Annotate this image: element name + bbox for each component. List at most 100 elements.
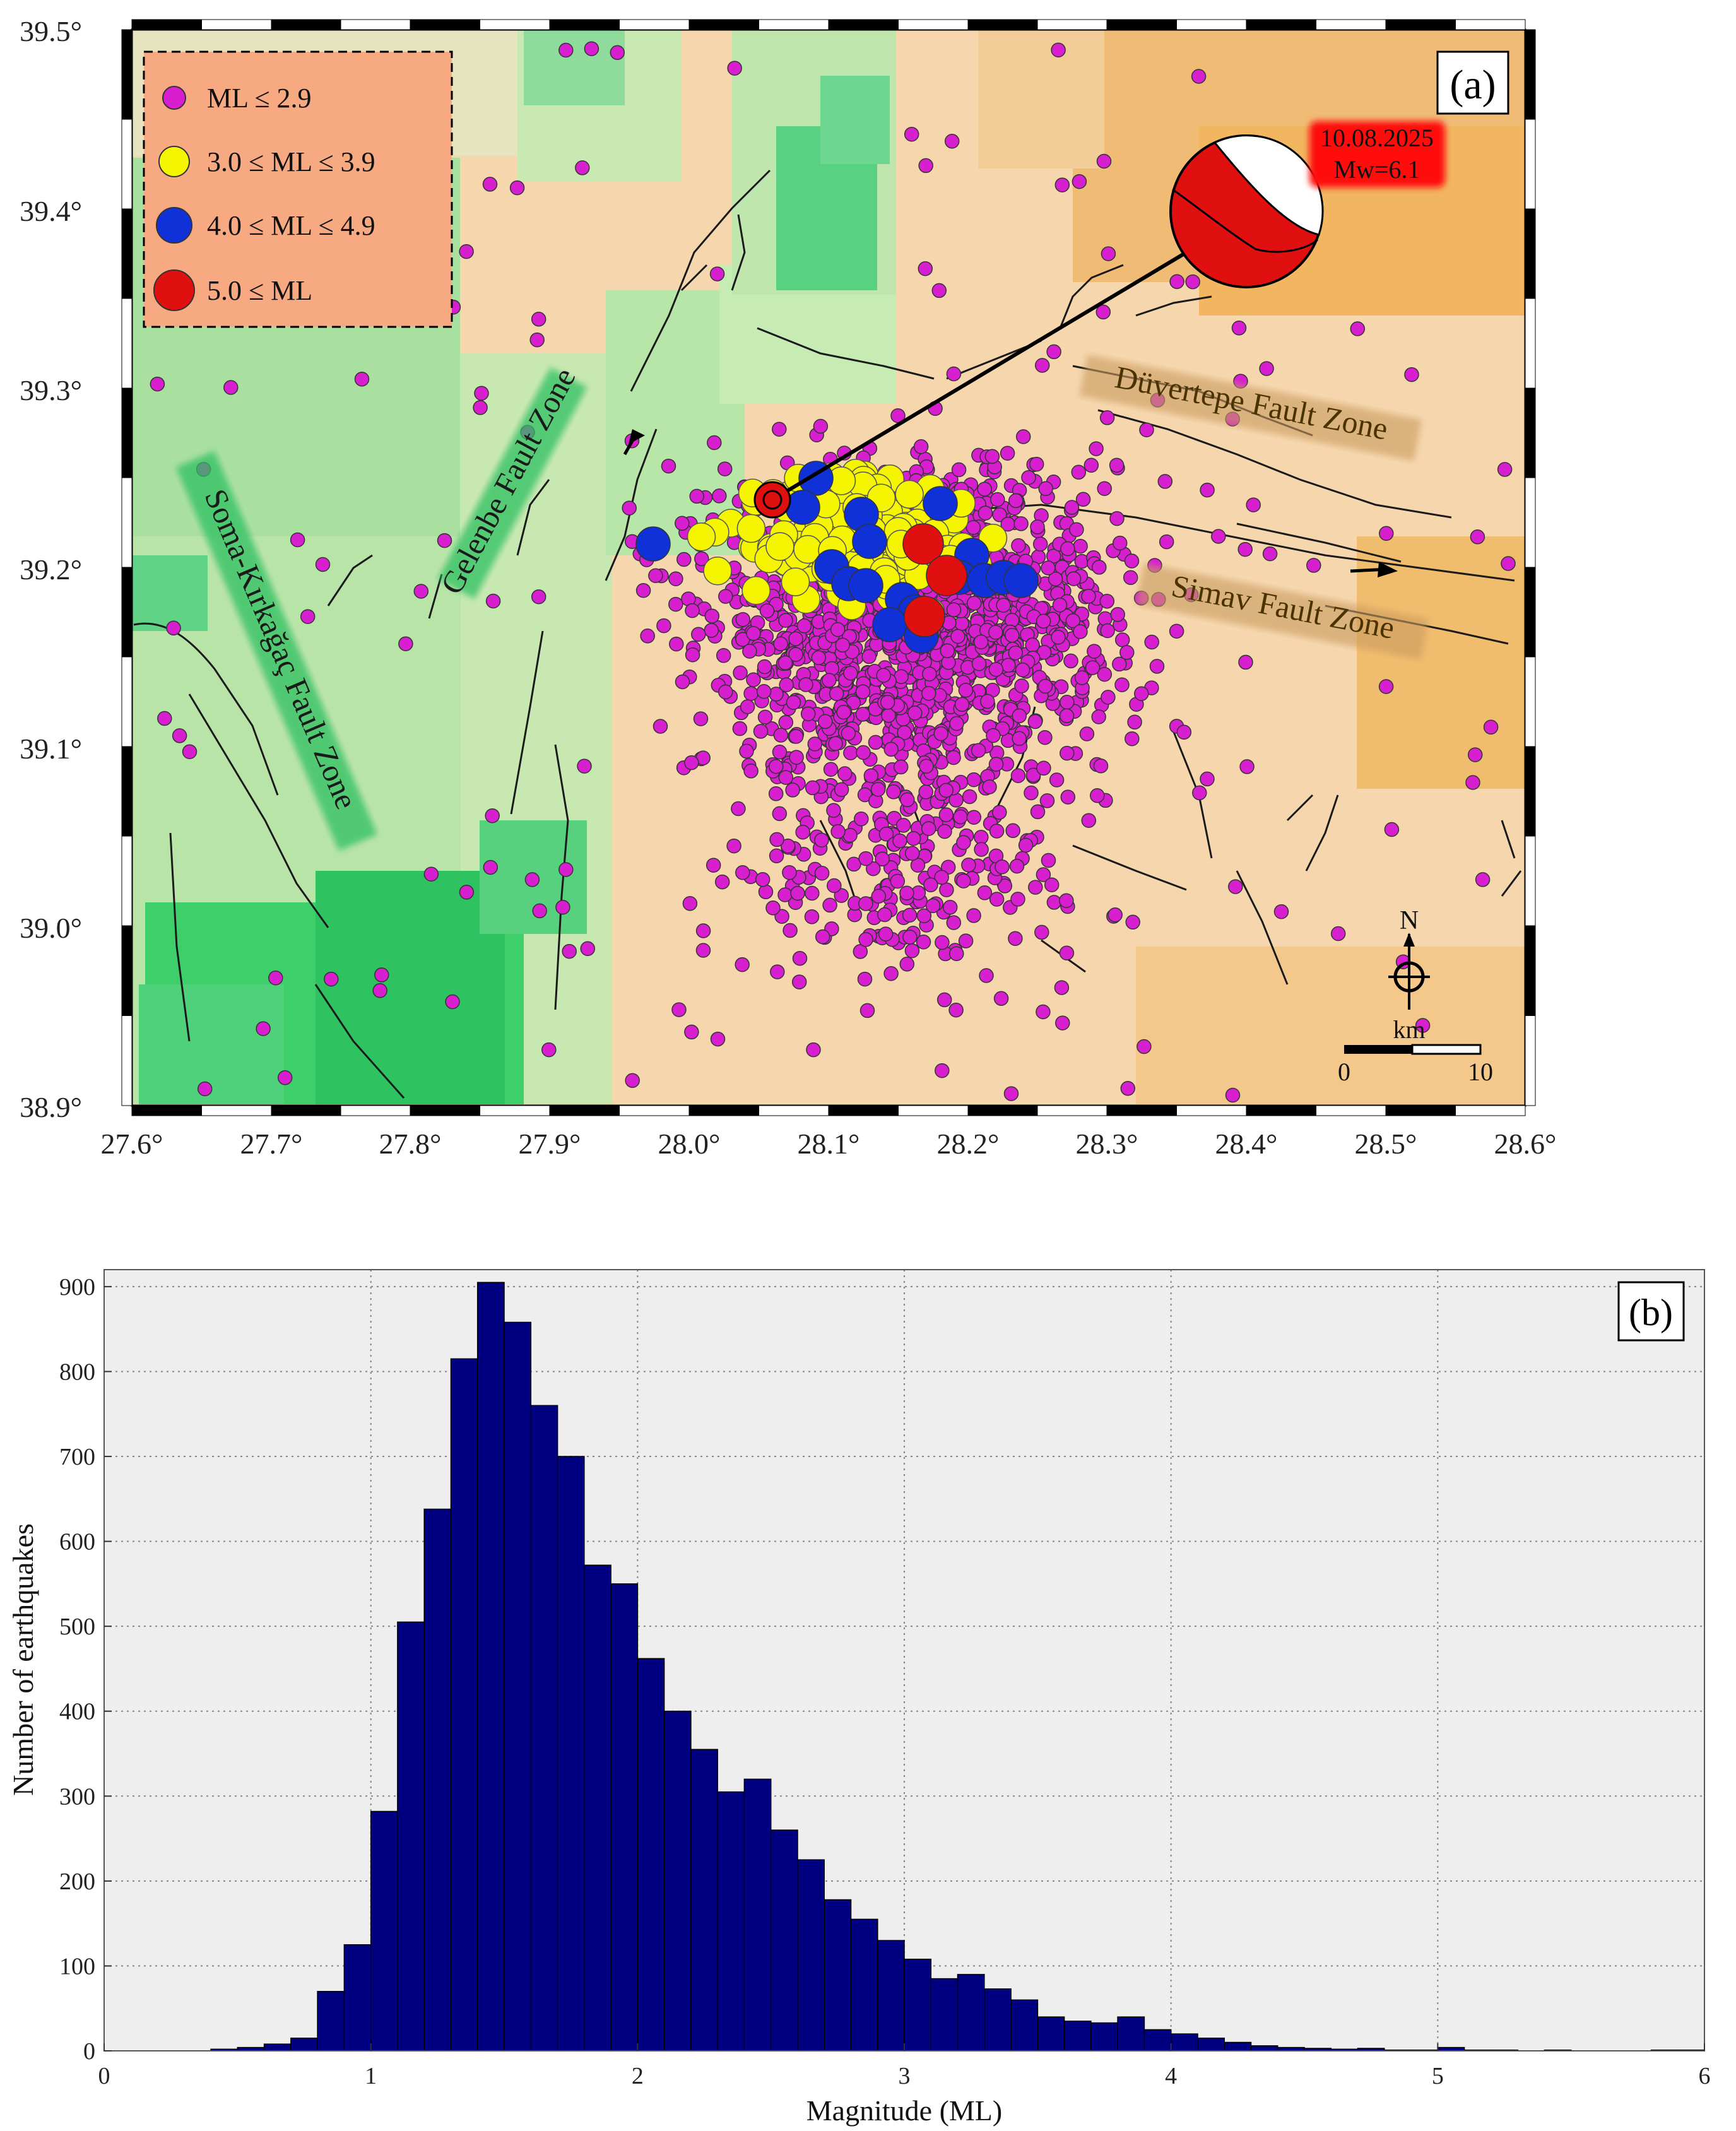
quake-dot [300, 609, 316, 624]
quake-dot [778, 770, 794, 785]
quake-dot [1012, 708, 1027, 724]
quake-dot [268, 970, 283, 986]
quake-dot-m3 [781, 567, 810, 596]
quake-dot [790, 885, 805, 901]
quake-dot [718, 684, 733, 700]
quake-dot [531, 589, 546, 605]
quake-dot [934, 870, 949, 885]
quake-dot [974, 842, 989, 857]
quake-dot [946, 750, 961, 765]
quake-dot [1051, 630, 1066, 645]
quake-dot [769, 832, 784, 847]
quake-dot [1114, 632, 1130, 647]
x-tick-label: 5 [1432, 2063, 1444, 2089]
histogram-bar [957, 1974, 985, 2051]
quake-dot [223, 380, 239, 395]
quake-dot [1238, 654, 1253, 670]
quake-dot [871, 888, 887, 904]
quake-dot [946, 366, 962, 382]
y-tick-label: 200 [59, 1868, 95, 1895]
quake-dot [837, 766, 853, 781]
quake-dot [923, 877, 938, 893]
quake-dot [1000, 446, 1015, 461]
quake-dot [1034, 924, 1049, 940]
quake-dot [910, 858, 926, 873]
quake-dot [979, 968, 994, 983]
quake-dot [1073, 538, 1088, 554]
quake-dot [806, 1042, 821, 1058]
quake-dot [710, 1031, 726, 1047]
quake-dot-m3 [703, 556, 732, 586]
quake-dot [445, 994, 460, 1010]
quake-dot [733, 665, 748, 681]
quake-dot [1075, 492, 1091, 507]
quake-dot [1120, 1081, 1136, 1096]
quake-dot [856, 745, 871, 760]
quake-dot [1024, 785, 1039, 801]
quake-dot [1109, 511, 1125, 526]
quake-dot [1231, 321, 1247, 336]
quake-dot [984, 449, 1000, 464]
quake-dot [726, 838, 741, 854]
quake-dot [1025, 767, 1041, 783]
quake-dot [992, 507, 1007, 522]
quake-dot [1027, 714, 1043, 729]
quake-dot [946, 915, 962, 930]
quake-dot [1060, 541, 1075, 557]
quake-dot-m3 [765, 532, 794, 561]
quake-dot [977, 885, 993, 900]
quake-dot [949, 716, 964, 731]
quake-dot [1032, 536, 1048, 552]
histogram-bar [530, 1405, 558, 2051]
quake-dot [788, 647, 803, 662]
quake-dot [1109, 457, 1125, 473]
x-tick-label: 3 [899, 2063, 911, 2089]
scale-tick-0: 0 [1338, 1058, 1350, 1086]
quake-dot [1191, 69, 1207, 84]
histogram-plot-area [104, 1270, 1704, 2051]
quake-dot [1060, 745, 1075, 761]
histogram-bar [397, 1621, 425, 2051]
quake-dot [1066, 571, 1082, 586]
quake-dot [1011, 538, 1026, 553]
y-tick-label: 500 [59, 1614, 95, 1640]
panel-b-label-box [1617, 1281, 1685, 1342]
histogram-bar [476, 1282, 505, 2051]
quake-dot [1055, 1015, 1070, 1030]
histogram-bar [984, 1988, 1012, 2051]
quake-dot [459, 885, 475, 900]
quake-dot [473, 400, 488, 415]
quake-dot [893, 759, 909, 775]
quake-dot [997, 878, 1013, 894]
quake-dot [709, 266, 725, 281]
quake-dot [814, 832, 829, 847]
quake-dot [823, 762, 839, 777]
quake-dot [993, 991, 1009, 1006]
quake-dot [735, 957, 750, 972]
quake-dot [742, 644, 757, 659]
quake-dot [580, 941, 596, 957]
quake-dot [878, 926, 894, 942]
quake-dot [897, 725, 912, 740]
quake-dot [423, 866, 439, 882]
quake-dot [1048, 571, 1063, 587]
histogram-bar [663, 1710, 692, 2051]
quake-dot [773, 636, 788, 652]
quake-dot [858, 932, 873, 947]
y-tick-label: 700 [59, 1444, 95, 1470]
quake-dot [846, 856, 861, 872]
histogram-bar [317, 1991, 345, 2051]
lon-tick: 27.9° [519, 1128, 581, 1160]
quake-dot [1005, 628, 1020, 643]
scale-tick-10: 10 [1468, 1058, 1493, 1086]
quake-dot [1107, 907, 1123, 923]
quake-dot [532, 903, 547, 919]
quake-dot [1030, 519, 1045, 534]
quake-dot [1036, 1004, 1051, 1020]
quake-dot [668, 596, 683, 612]
quake-dot [931, 283, 947, 298]
quake-dot [958, 933, 974, 948]
quake-dot [1037, 729, 1053, 745]
quake-dot [786, 695, 801, 710]
quake-dot [921, 821, 936, 836]
